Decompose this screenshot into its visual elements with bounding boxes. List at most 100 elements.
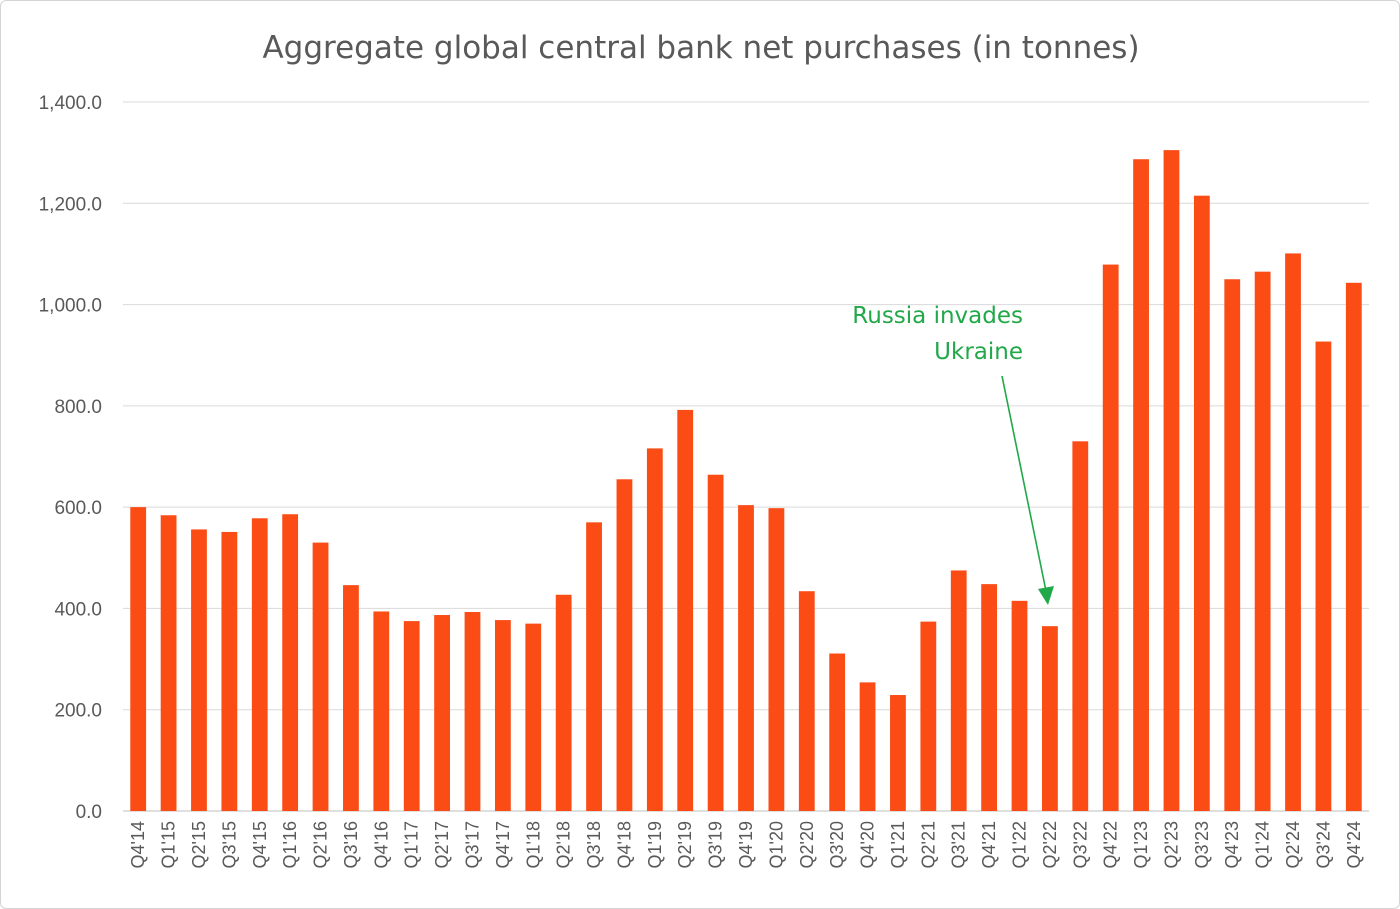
- bar: [251, 518, 268, 811]
- y-tick-label: 400.0: [54, 599, 102, 620]
- bar: [160, 515, 177, 811]
- bar: [920, 621, 937, 811]
- x-tick-label: Q2'17: [432, 821, 452, 868]
- bar: [981, 584, 998, 811]
- x-tick-label: Q2'20: [797, 821, 817, 868]
- bar: [343, 585, 359, 811]
- bar: [1133, 159, 1149, 811]
- x-tick-label: Q2'23: [1161, 821, 1181, 868]
- bar: [798, 591, 815, 811]
- bar: [1285, 253, 1301, 812]
- x-tick-label: Q3'20: [827, 821, 847, 868]
- x-tick-label: Q4'14: [128, 821, 148, 868]
- x-tick-label: Q3'23: [1192, 821, 1212, 868]
- bar: [464, 611, 481, 811]
- x-tick-label: Q2'22: [1040, 821, 1060, 868]
- x-tick-label: Q3'24: [1313, 821, 1333, 868]
- bar: [373, 611, 390, 811]
- bar: [677, 409, 694, 811]
- bar: [950, 570, 967, 811]
- x-tick-label: Q3'22: [1070, 821, 1090, 868]
- y-tick-label: 200.0: [54, 701, 102, 722]
- x-tick-label: Q2'24: [1283, 821, 1303, 868]
- x-tick-label: Q2'16: [311, 821, 331, 868]
- x-tick-label: Q1'21: [888, 821, 908, 868]
- x-axis-ticks: Q4'14 Q1'15 Q2'15 Q3'15 Q4'15 Q1'16 Q2'16 Q3'16…: [128, 821, 1364, 868]
- bar: [1224, 279, 1241, 811]
- bar: [1011, 600, 1028, 811]
- y-tick-label: 1,000.0: [39, 296, 102, 317]
- x-tick-label: Q4'24: [1344, 821, 1364, 868]
- x-tick-label: Q4'22: [1101, 821, 1121, 868]
- x-tick-label: Q3'16: [341, 821, 361, 868]
- bar: [525, 623, 542, 811]
- annotation-arrow-line: [1001, 375, 1047, 592]
- bar: [646, 448, 663, 811]
- bar: [130, 507, 147, 811]
- x-tick-label: Q4'20: [858, 821, 878, 868]
- x-tick-label: Q1'17: [402, 821, 422, 868]
- x-tick-label: Q4'23: [1222, 821, 1242, 868]
- annotation: Russia invades Ukraine: [852, 303, 1054, 605]
- bar: [707, 474, 724, 811]
- x-tick-label: Q4'18: [614, 821, 634, 868]
- bar: [1193, 195, 1210, 812]
- x-tick-label: Q4'15: [250, 821, 270, 868]
- x-tick-label: Q4'16: [371, 821, 391, 868]
- x-tick-label: Q1'20: [766, 821, 786, 868]
- bar: [829, 653, 846, 811]
- annotation-arrow-head: [1038, 586, 1054, 605]
- x-tick-label: Q1'18: [523, 821, 543, 868]
- x-tick-label: Q3'18: [584, 821, 604, 868]
- x-tick-label: Q1'23: [1131, 821, 1151, 868]
- x-tick-label: Q1'16: [280, 821, 300, 868]
- bar: [1345, 282, 1362, 811]
- bar: [768, 508, 785, 811]
- x-tick-label: Q4'17: [493, 821, 513, 868]
- x-tick-label: Q3'15: [219, 821, 239, 868]
- x-tick-label: Q2'21: [918, 821, 938, 868]
- y-tick-label: 1,400.0: [39, 93, 102, 114]
- bar: [312, 542, 329, 811]
- x-tick-label: Q3'19: [706, 821, 726, 868]
- x-tick-label: Q2'18: [554, 821, 574, 868]
- bar: [221, 531, 238, 811]
- bar: [616, 479, 633, 811]
- bar: [586, 522, 602, 811]
- y-tick-label: 600.0: [54, 498, 102, 519]
- bar: [191, 529, 207, 811]
- x-tick-label: Q4'21: [979, 821, 999, 868]
- bar: [1042, 626, 1058, 811]
- y-axis-ticks: 0.0 200.0 400.0 600.0 800.0 1,000.0 1,200.0 1,4…: [39, 93, 102, 823]
- x-tick-label: Q1'22: [1010, 821, 1030, 868]
- chart-title: Aggregate global central bank net purcha…: [262, 30, 1139, 66]
- x-tick-label: Q3'17: [462, 821, 482, 868]
- x-tick-label: Q1'24: [1253, 821, 1273, 868]
- bar: [282, 514, 299, 811]
- bar: [1102, 264, 1119, 811]
- annotation-line-1: Russia invades: [852, 303, 1023, 329]
- y-tick-label: 800.0: [54, 397, 102, 418]
- bar: [1315, 341, 1332, 811]
- x-tick-label: Q3'21: [949, 821, 969, 868]
- bar: [1254, 271, 1271, 811]
- x-tick-label: Q4'19: [736, 821, 756, 868]
- bar: [1163, 150, 1180, 811]
- bar: [738, 505, 754, 811]
- bar: [555, 594, 572, 811]
- x-tick-label: Q2'19: [675, 821, 695, 868]
- bar: [1072, 441, 1089, 811]
- bar: [434, 615, 450, 811]
- bars: [130, 150, 1362, 812]
- bar: [403, 621, 420, 811]
- y-tick-label: 0.0: [76, 802, 102, 823]
- y-tick-label: 1,200.0: [39, 194, 102, 215]
- bar: [859, 682, 876, 811]
- bar: [494, 620, 511, 811]
- x-tick-label: Q2'15: [189, 821, 209, 868]
- x-tick-label: Q1'19: [645, 821, 665, 868]
- bar: [890, 695, 906, 811]
- x-tick-label: Q1'15: [159, 821, 179, 868]
